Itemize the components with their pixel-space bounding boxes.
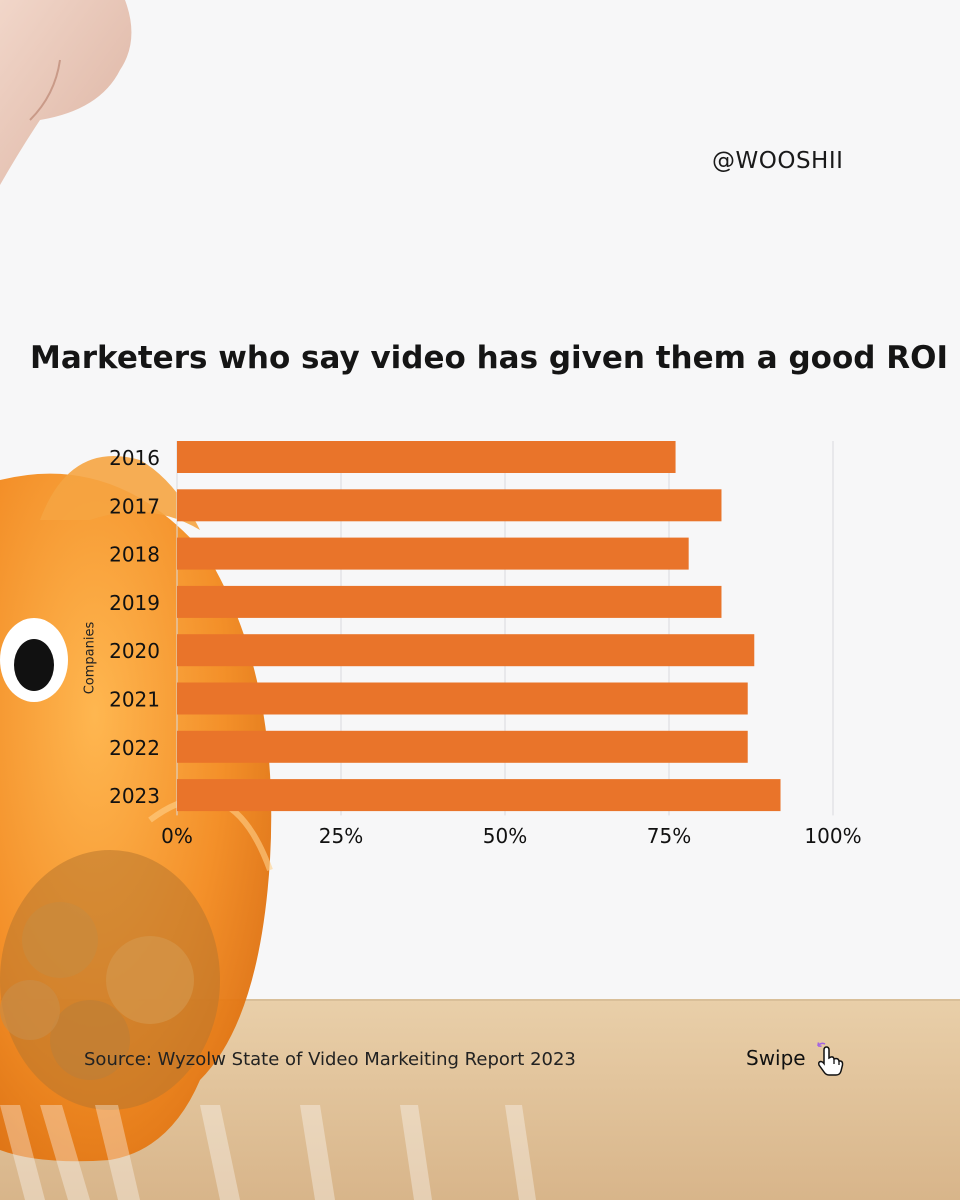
bar	[177, 441, 676, 473]
y-tick-label: 2023	[109, 784, 160, 808]
x-tick-label: 0%	[161, 824, 193, 848]
bar	[177, 634, 755, 667]
swipe-button[interactable]: Swipe	[746, 1040, 844, 1076]
y-tick-label: 2018	[109, 543, 160, 567]
bar	[177, 730, 748, 763]
bar	[177, 682, 748, 715]
bar	[177, 585, 722, 618]
hand-pointer-icon	[816, 1042, 843, 1076]
y-tick-label: 2020	[109, 639, 160, 663]
y-tick-label: 2017	[109, 494, 160, 518]
hand-image	[0, 0, 132, 185]
x-tick-label: 25%	[319, 824, 363, 848]
y-tick-label: 2022	[109, 736, 160, 760]
x-tick-label: 50%	[483, 824, 527, 848]
y-tick-label: 2021	[109, 688, 160, 712]
source-note: Source: Wyzolw State of Video Markeiting…	[84, 1049, 576, 1070]
swipe-label: Swipe	[746, 1046, 806, 1070]
chart-title: Marketers who say video has given them a…	[30, 340, 948, 376]
x-tick-label: 75%	[647, 824, 691, 848]
y-tick-label: 2016	[109, 446, 160, 470]
y-tick-label: 2019	[109, 591, 160, 615]
x-tick-label: 100%	[804, 824, 861, 848]
bar	[177, 537, 689, 570]
bar	[177, 489, 722, 522]
bar	[177, 779, 781, 812]
account-handle: @WOOSHII	[712, 148, 844, 174]
